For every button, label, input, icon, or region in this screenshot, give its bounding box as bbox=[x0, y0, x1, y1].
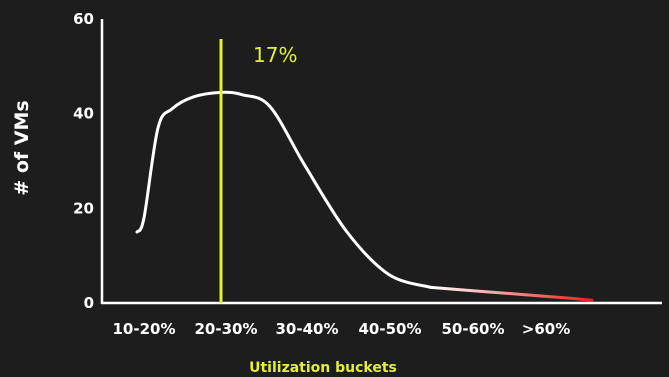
series-line-tail bbox=[429, 285, 594, 302]
y-axis-label: # of VMs bbox=[11, 100, 33, 195]
series-line bbox=[135, 90, 433, 289]
y-tick-label: 20 bbox=[73, 199, 94, 217]
y-tick-label: 40 bbox=[73, 105, 94, 123]
x-tick-label: >60% bbox=[522, 320, 570, 338]
y-tick-label: 0 bbox=[84, 294, 94, 312]
x-tick-label: 20-30% bbox=[194, 320, 257, 338]
x-tick-label: 40-50% bbox=[358, 320, 421, 338]
x-tick-label: 50-60% bbox=[441, 320, 504, 338]
plot-area: 17% bbox=[135, 39, 594, 303]
x-axis-label: Utilization buckets bbox=[249, 360, 397, 376]
axes: 0 20 40 60 10-20% 20-30% 30-40% 40-50% 50-60% >60… bbox=[73, 10, 662, 338]
x-tick-label: 10-20% bbox=[112, 320, 175, 338]
x-tick-label: 30-40% bbox=[275, 320, 338, 338]
y-tick-label: 60 bbox=[73, 10, 94, 28]
marker-label: 17% bbox=[253, 43, 297, 67]
